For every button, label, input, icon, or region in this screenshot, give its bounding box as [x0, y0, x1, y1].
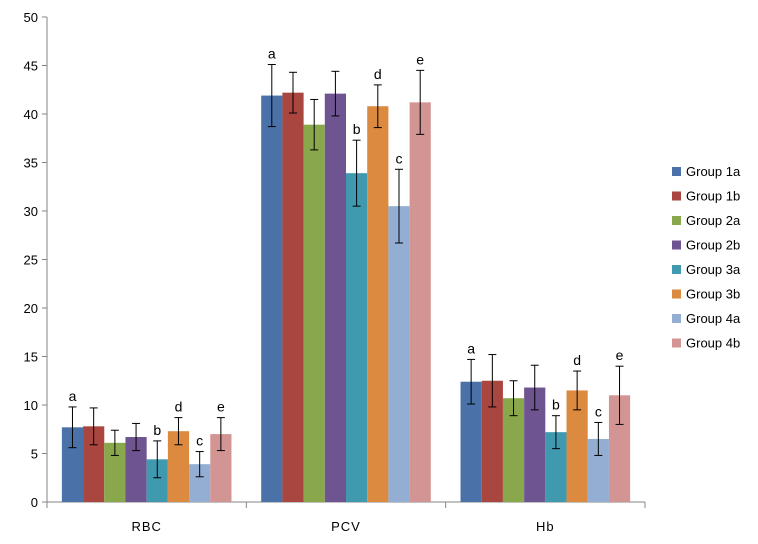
bar	[83, 426, 105, 502]
annotation-label: d	[374, 66, 382, 82]
bar	[367, 106, 389, 503]
bar	[303, 124, 325, 503]
x-tick-label: PCV	[331, 519, 361, 534]
legend-item: Group 2a	[672, 213, 741, 228]
bar	[346, 173, 368, 503]
bar	[502, 398, 525, 502]
y-tick-label: 40	[24, 107, 38, 122]
y-tick-label: 5	[31, 447, 38, 462]
annotation-label: c	[196, 433, 203, 449]
bars	[61, 92, 631, 503]
bar	[167, 431, 190, 502]
legend: Group 1a Group 1b Group 2a Group 2b Group 3a…	[672, 164, 741, 351]
bar	[409, 102, 431, 503]
legend-label: Group 3a	[686, 262, 741, 277]
bar	[566, 390, 588, 502]
legend-swatch	[672, 289, 681, 299]
y-tick-label: 45	[24, 59, 38, 74]
y-tick-label: 0	[31, 495, 38, 510]
bar	[324, 93, 346, 502]
legend-label: Group 4b	[686, 336, 740, 351]
bar	[460, 381, 482, 502]
annotation-label: e	[616, 347, 624, 363]
annotation-label: c	[595, 403, 602, 419]
legend-swatch	[672, 240, 681, 250]
legend-label: Group 1b	[686, 189, 740, 204]
legend-swatch	[672, 338, 681, 348]
bar	[104, 442, 126, 502]
y-tick-label: 30	[24, 204, 38, 219]
legend-label: Group 2a	[686, 213, 741, 228]
annotation-label: e	[416, 51, 424, 67]
bar	[545, 432, 567, 502]
annotation-label: a	[268, 46, 276, 62]
y-tick-label: 10	[24, 398, 38, 413]
legend-swatch	[672, 191, 681, 201]
legend-swatch	[672, 314, 681, 323]
legend-label: Group 3b	[686, 287, 740, 302]
y-tick-label: 15	[24, 350, 38, 365]
x-axis: RBC PCV Hb	[46, 501, 646, 534]
legend-item: Group 1b	[672, 189, 740, 204]
annotation-label: a	[69, 388, 77, 404]
bar	[524, 387, 546, 502]
annotation-label: b	[552, 397, 560, 413]
legend-label: Group 1a	[686, 164, 741, 179]
legend-item: Group 4b	[672, 336, 740, 351]
bar	[481, 380, 503, 502]
annotation-label: d	[573, 352, 581, 368]
annotation-label: b	[153, 422, 161, 438]
legend-swatch	[672, 265, 681, 274]
legend-label: Group 4a	[686, 311, 741, 326]
legend-item: Group 4a	[672, 311, 741, 326]
legend-item: Group 3b	[672, 287, 740, 302]
annotation-label: b	[353, 121, 361, 137]
y-axis: 0 5 10 15 20 25 30 35 40 45 50	[24, 10, 48, 510]
bar	[587, 438, 609, 502]
bar	[146, 459, 168, 502]
legend-swatch	[672, 167, 681, 176]
error-bars	[68, 64, 624, 479]
annotation-label: d	[175, 399, 183, 415]
bar	[608, 395, 631, 502]
bar	[261, 95, 283, 502]
y-tick-label: 35	[24, 156, 38, 171]
legend-item: Group 2b	[672, 238, 740, 253]
legend-item: Group 3a	[672, 262, 741, 277]
annotation-label: c	[396, 150, 403, 166]
annotations: a b c d e a b c d e a b c d e	[69, 46, 624, 449]
x-tick-label: RBC	[131, 519, 161, 534]
legend-swatch	[672, 216, 681, 225]
annotation-label: a	[467, 340, 475, 356]
bar	[125, 437, 147, 502]
y-tick-label: 25	[24, 253, 38, 268]
annotation-label: e	[217, 399, 225, 415]
legend-label: Group 2b	[686, 238, 740, 253]
bar	[282, 92, 304, 502]
x-tick-label: Hb	[536, 519, 555, 534]
bar	[61, 427, 84, 502]
bar	[388, 206, 410, 502]
y-tick-label: 20	[24, 301, 38, 316]
bar	[189, 464, 211, 502]
legend-item: Group 1a	[672, 164, 741, 179]
bar	[210, 434, 232, 502]
y-tick-label: 50	[24, 10, 38, 25]
